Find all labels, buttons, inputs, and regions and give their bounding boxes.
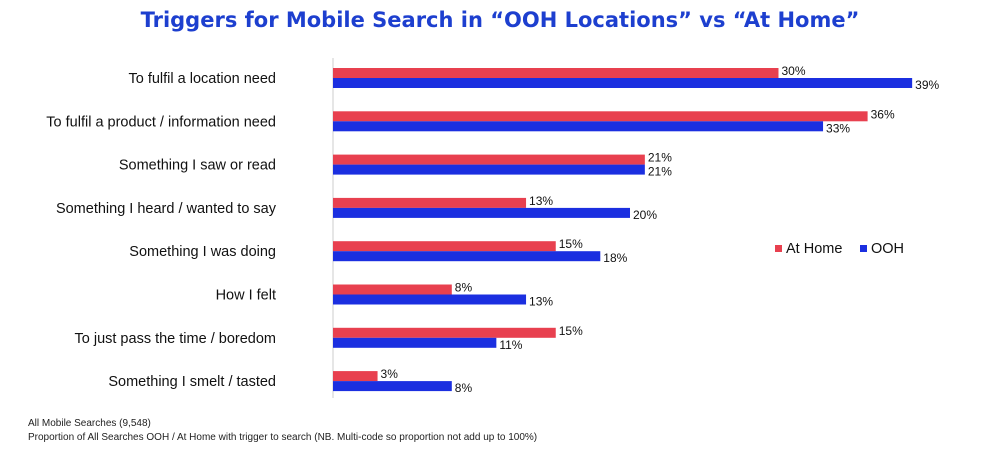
category-label: To fulfil a product / information need [46, 114, 276, 130]
data-label-at-home: 15% [559, 324, 583, 338]
bar-at-home [333, 241, 556, 252]
legend-at-home: At Home [786, 241, 842, 257]
data-label-at-home: 36% [871, 107, 895, 121]
category-label: To fulfil a location need [128, 71, 276, 87]
data-label-at-home: 21% [648, 151, 672, 165]
data-label-at-home: 30% [782, 64, 806, 78]
bar-ooh [333, 251, 601, 262]
bar-at-home [333, 154, 645, 165]
bar-ooh [333, 121, 824, 132]
data-label-ooh: 33% [826, 121, 850, 135]
data-label-ooh: 21% [648, 165, 672, 179]
bar-ooh [333, 294, 527, 305]
category-label: Something I saw or read [119, 158, 276, 174]
bar-at-home [333, 111, 868, 122]
chart-title: Triggers for Mobile Search in “OOH Locat… [140, 8, 860, 32]
bar-at-home [333, 327, 556, 338]
data-label-at-home: 15% [559, 237, 583, 251]
data-label-ooh: 18% [603, 251, 627, 265]
data-label-ooh: 11% [499, 338, 522, 352]
data-label-at-home: 8% [455, 281, 473, 295]
bar-at-home [333, 197, 527, 208]
legend-swatch-ooh [860, 245, 867, 252]
bar-ooh [333, 164, 645, 175]
category-label: How I felt [216, 288, 276, 304]
category-label: To just pass the time / boredom [75, 331, 277, 347]
data-label-ooh: 13% [529, 295, 553, 309]
bar-ooh [333, 337, 497, 348]
data-label-ooh: 8% [455, 381, 473, 395]
bar-at-home [333, 371, 378, 382]
bar-at-home [333, 68, 779, 78]
category-label: Something I was doing [129, 244, 276, 260]
bar-at-home [333, 284, 452, 295]
data-label-at-home: 13% [529, 194, 553, 208]
legend-swatch-at-home [775, 245, 782, 252]
data-label-at-home: 3% [381, 367, 399, 381]
category-label: Something I smelt / tasted [108, 374, 276, 390]
category-label: Something I heard / wanted to say [56, 201, 277, 217]
bar-ooh [333, 381, 452, 392]
data-label-ooh: 20% [633, 208, 657, 222]
bar-ooh [333, 78, 913, 88]
footnote-description: Proportion of All Searches OOH / At Home… [28, 432, 538, 443]
bar-ooh [333, 207, 630, 218]
data-label-ooh: 39% [915, 78, 939, 92]
legend-ooh: OOH [871, 241, 904, 257]
footnote-sample: All Mobile Searches (9,548) [28, 418, 151, 429]
